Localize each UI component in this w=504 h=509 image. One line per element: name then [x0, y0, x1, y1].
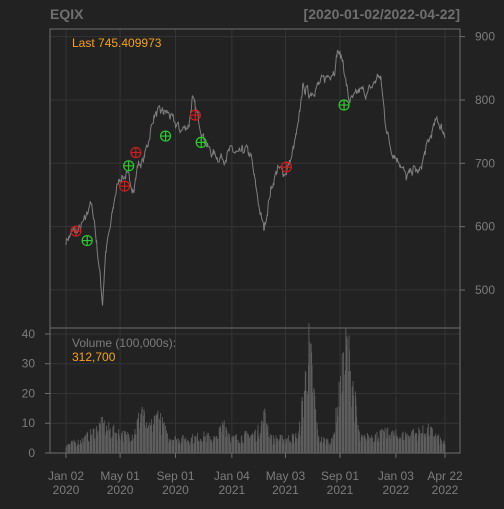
sell-signal-marker	[280, 161, 292, 173]
x-tick-year: 2020	[107, 483, 134, 497]
y-axis-ticks: 500 600 700 800 900 0 10 20 30 40	[22, 30, 496, 460]
chart-title: EQIX	[50, 6, 84, 22]
volume-tick-label: 0	[28, 446, 35, 460]
x-tick-label: Sep 01	[321, 469, 359, 483]
x-tick-year: 2022	[432, 483, 459, 497]
x-tick-label: May 01	[100, 469, 140, 483]
sell-signal-marker	[118, 180, 131, 192]
price-line	[65, 49, 446, 306]
sell-signal-marker	[130, 146, 142, 159]
x-tick-label: Jan 03	[378, 469, 414, 483]
volume-tick-label: 20	[22, 386, 36, 400]
sell-signal-marker	[189, 109, 201, 121]
x-tick-label: Jan 02	[48, 469, 84, 483]
date-range-label: [2020-01-02/2022-04-22]	[304, 6, 460, 22]
price-tick-label: 600	[475, 220, 495, 234]
price-series	[65, 49, 446, 306]
x-tick-label: Sep 01	[156, 469, 194, 483]
buy-signal-marker	[338, 99, 350, 111]
x-tick-year: 2021	[218, 483, 245, 497]
volume-tick-label: 30	[22, 357, 36, 371]
buy-signal-marker	[195, 136, 207, 148]
x-tick-label: May 03	[266, 469, 306, 483]
last-price-label: Last 745.409973	[72, 36, 162, 50]
buy-signal-marker	[123, 160, 135, 172]
volume-last-value: 312,700	[72, 350, 116, 364]
signal-markers	[70, 99, 350, 247]
volume-tick-label: 10	[22, 416, 36, 430]
x-tick-label: Jan 04	[214, 469, 250, 483]
price-tick-label: 500	[475, 283, 495, 297]
x-tick-year: 2020	[162, 483, 189, 497]
price-tick-label: 800	[475, 93, 495, 107]
x-tick-year: 2021	[272, 483, 299, 497]
x-tick-year: 2020	[53, 483, 80, 497]
price-tick-label: 700	[475, 156, 495, 170]
volume-bars	[65, 323, 446, 453]
x-tick-year: 2021	[327, 483, 354, 497]
price-tick-label: 900	[475, 30, 495, 44]
x-tick-label: Apr 22	[427, 469, 463, 483]
volume-label: Volume (100,000s):	[72, 336, 176, 350]
sell-signal-marker	[70, 225, 82, 237]
buy-signal-marker	[81, 234, 93, 247]
x-tick-year: 2022	[383, 483, 410, 497]
volume-tick-label: 40	[22, 327, 36, 341]
buy-signal-marker	[159, 130, 172, 142]
